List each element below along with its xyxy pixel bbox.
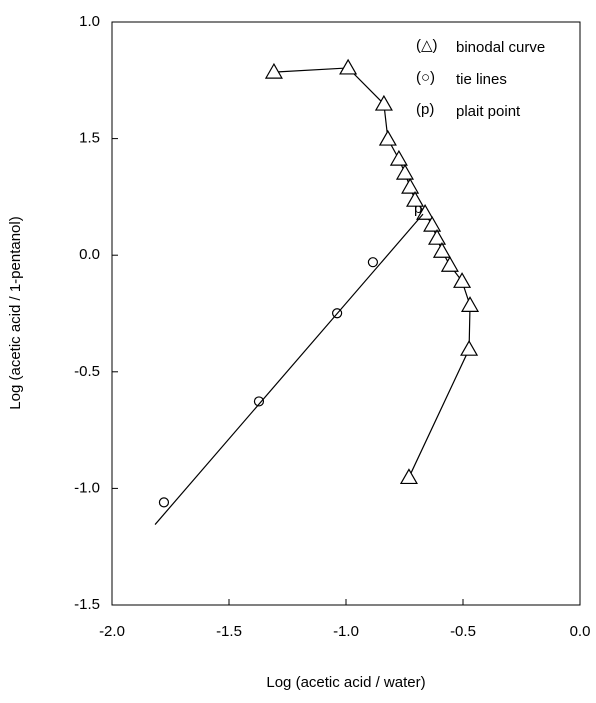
y-tick-label: 1.5 bbox=[79, 130, 100, 147]
triangle-marker bbox=[389, 149, 408, 166]
triangle-marker bbox=[395, 163, 415, 180]
triangle-marker bbox=[440, 256, 459, 272]
y-tick-label: -1.5 bbox=[74, 596, 100, 613]
triangle-marker bbox=[339, 58, 358, 75]
x-tick-label: -0.5 bbox=[450, 623, 476, 640]
triangle-marker bbox=[460, 339, 479, 356]
triangle-marker bbox=[405, 190, 425, 207]
circle-marker bbox=[158, 497, 170, 508]
triangle-marker bbox=[432, 242, 451, 258]
y-tick-label: -1.0 bbox=[74, 479, 100, 496]
x-tick-label: -2.0 bbox=[99, 623, 125, 640]
legend-label: tie lines bbox=[456, 71, 507, 88]
triangle-marker bbox=[264, 62, 283, 79]
circle-marker bbox=[367, 257, 379, 268]
triangle-marker bbox=[427, 228, 447, 245]
legend-label: plait point bbox=[456, 103, 521, 120]
y-tick-label: 1.0 bbox=[79, 13, 100, 30]
x-axis-label: Log (acetic acid / water) bbox=[266, 674, 425, 691]
triangle-marker bbox=[460, 296, 480, 312]
legend-symbol: (p) bbox=[416, 101, 434, 118]
legend-label: binodal curve bbox=[456, 39, 545, 56]
circle-marker bbox=[253, 396, 265, 407]
triangle-marker bbox=[453, 272, 472, 288]
triangle-marker bbox=[423, 215, 442, 232]
triangle-marker bbox=[374, 94, 393, 111]
y-tick-label: -0.5 bbox=[74, 363, 100, 380]
x-tick-label: 0.0 bbox=[570, 623, 591, 640]
legend-symbol: (△) bbox=[416, 37, 438, 54]
series-line bbox=[154, 213, 424, 525]
y-axis-label: Log (acetic acid / 1-pentanol) bbox=[7, 216, 24, 409]
plait-point-label: p bbox=[414, 200, 422, 217]
x-tick-label: -1.0 bbox=[333, 623, 359, 640]
triangle-marker bbox=[399, 468, 418, 485]
x-tick-label: -1.5 bbox=[216, 623, 242, 640]
legend-symbol: (○) bbox=[416, 69, 435, 86]
triangle-marker bbox=[378, 129, 397, 146]
triangle-marker bbox=[401, 177, 420, 194]
y-tick-label: 0.0 bbox=[79, 246, 100, 263]
